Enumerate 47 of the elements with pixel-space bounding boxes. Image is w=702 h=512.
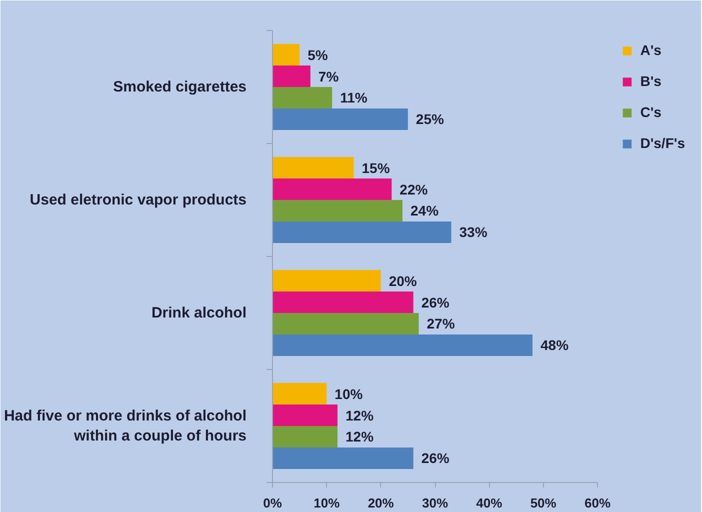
data-label: 25% bbox=[416, 111, 444, 128]
y-tick-label: Smoked cigarettes bbox=[113, 78, 246, 96]
data-label: 5% bbox=[308, 46, 328, 63]
data-label: 11% bbox=[340, 90, 368, 106]
data-label: 26% bbox=[421, 294, 450, 310]
bar bbox=[272, 426, 338, 448]
bar bbox=[272, 404, 338, 426]
bar bbox=[272, 270, 381, 292]
bar bbox=[272, 313, 419, 334]
y-tick-label: Used eletronic vapor products bbox=[30, 192, 246, 208]
data-label: 15% bbox=[362, 160, 390, 176]
x-tick-label: 60% bbox=[584, 496, 611, 510]
bar bbox=[272, 44, 300, 66]
x-tick-label: 0% bbox=[263, 496, 282, 510]
legend-label: B's bbox=[640, 73, 662, 89]
bar bbox=[272, 383, 327, 405]
bar bbox=[272, 157, 354, 179]
x-tick-label: 30% bbox=[422, 496, 448, 510]
data-label: 10% bbox=[334, 386, 364, 402]
x-tick-label: 20% bbox=[368, 496, 394, 510]
data-label: 7% bbox=[318, 68, 340, 84]
bar bbox=[272, 447, 414, 469]
bar bbox=[272, 87, 332, 108]
bar bbox=[272, 292, 414, 313]
bar bbox=[272, 66, 310, 87]
data-label: 33% bbox=[459, 224, 488, 240]
data-label: 12% bbox=[346, 407, 374, 424]
legend-label: C's bbox=[640, 104, 662, 120]
y-tick-label: Had five or more drinks of alcohol within a couple of hours bbox=[4, 407, 247, 445]
data-label: 27% bbox=[426, 316, 456, 332]
legend-label: D's/F's bbox=[640, 135, 685, 151]
data-label: 20% bbox=[388, 272, 418, 289]
data-label: 24% bbox=[410, 202, 440, 219]
y-tick-label: Drink alcohol bbox=[151, 304, 247, 322]
bar bbox=[272, 178, 392, 200]
legend-label: A's bbox=[640, 42, 662, 58]
bar bbox=[272, 200, 402, 222]
data-label: 26% bbox=[421, 450, 450, 466]
x-tick-label: 40% bbox=[476, 496, 503, 510]
x-tick-label: 10% bbox=[314, 496, 340, 510]
data-label: 22% bbox=[400, 181, 428, 198]
data-label: 48% bbox=[540, 337, 570, 354]
bar bbox=[272, 221, 452, 243]
x-tick-label: 50% bbox=[530, 496, 557, 510]
bar bbox=[272, 108, 408, 130]
data-label: 12% bbox=[346, 428, 374, 445]
bar bbox=[272, 334, 532, 356]
